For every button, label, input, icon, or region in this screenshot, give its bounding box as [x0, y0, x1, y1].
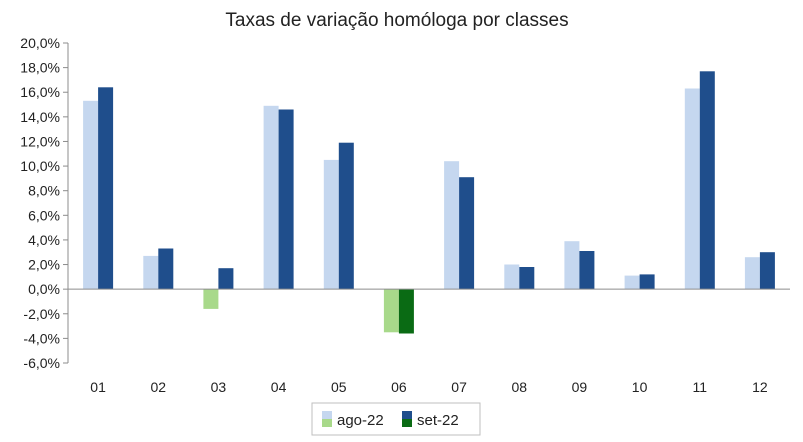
y-tick-label: 12,0%	[20, 133, 60, 149]
bar-set-22-08	[519, 267, 535, 290]
bar-set-22-03	[218, 268, 234, 290]
x-tick-label: 02	[150, 379, 166, 395]
bar-ago-22-08	[504, 264, 520, 290]
y-tick-label: 6,0%	[28, 207, 60, 223]
bar-ago-22-10	[624, 275, 640, 290]
legend-swatch-negative-ago-22	[322, 419, 332, 427]
bar-ago-22-03	[203, 289, 219, 309]
y-tick-label: 18,0%	[20, 60, 60, 76]
legend-swatch-set-22	[402, 411, 412, 419]
bar-ago-22-12	[744, 257, 760, 290]
x-axis: 01 02 03 04 05 06 07 08 09 10 11 12	[68, 288, 790, 395]
bar-set-22-12	[759, 252, 775, 290]
y-tick-label: -4,0%	[23, 330, 60, 346]
y-tick-label: 0,0%	[28, 281, 60, 297]
x-tick-label: 04	[271, 379, 287, 395]
y-tick-label: -6,0%	[23, 355, 60, 371]
bar-ago-22-01	[83, 100, 99, 290]
bar-ago-22-02	[143, 255, 159, 290]
chart-title: Taxas de variação homóloga por classes	[225, 10, 568, 31]
bar-ago-22-07	[444, 161, 460, 290]
y-tick-label: 8,0%	[28, 183, 60, 199]
x-tick-label: 07	[451, 379, 467, 395]
legend-box	[311, 402, 481, 436]
x-tick-label: 06	[391, 379, 407, 395]
bar-set-22-02	[158, 248, 174, 290]
bar-ago-22-09	[564, 241, 580, 290]
y-tick-label: 2,0%	[28, 257, 60, 273]
y-axis: -6,0% -4,0% -2,0% 0,0% 2,0% 4,0% 6,0% 8,0% 10,0%…	[20, 35, 69, 371]
legend-swatch-ago-22	[322, 411, 332, 419]
legend: ago-22 set-22	[311, 402, 481, 436]
y-tick-label: 4,0%	[28, 232, 60, 248]
bar-set-22-06	[398, 289, 414, 334]
bar-ago-22-04	[263, 105, 279, 290]
legend-label-ago-22: ago-22	[337, 412, 384, 429]
x-tick-label: 03	[211, 379, 227, 395]
bar-set-22-07	[459, 177, 475, 290]
legend-label-set-22: set-22	[417, 412, 459, 429]
y-tick-label: -2,0%	[23, 306, 60, 322]
y-tick-label: 16,0%	[20, 84, 60, 100]
x-tick-label: 10	[632, 379, 648, 395]
bar-ago-22-06	[383, 289, 399, 333]
x-tick-label: 11	[692, 379, 707, 395]
bar-set-22-10	[639, 274, 655, 290]
y-tick-label: 20,0%	[20, 35, 60, 51]
bar-ago-22-05	[323, 159, 339, 290]
bar-set-22-09	[579, 251, 595, 290]
bar-set-22-04	[278, 109, 294, 290]
bar-set-22-05	[338, 142, 354, 290]
x-tick-label: 09	[572, 379, 588, 395]
y-tick-label: 14,0%	[20, 109, 60, 125]
x-tick-label: 05	[331, 379, 347, 395]
x-tick-label: 01	[90, 379, 106, 395]
legend-swatch-negative-set-22	[402, 419, 412, 427]
bar-set-22-11	[699, 71, 715, 290]
x-tick-label: 12	[752, 379, 768, 395]
bar-ago-22-11	[684, 88, 700, 290]
bars-group	[83, 71, 775, 334]
y-tick-label: 10,0%	[20, 158, 60, 174]
bar-set-22-01	[98, 87, 114, 290]
x-tick-label: 08	[511, 379, 527, 395]
